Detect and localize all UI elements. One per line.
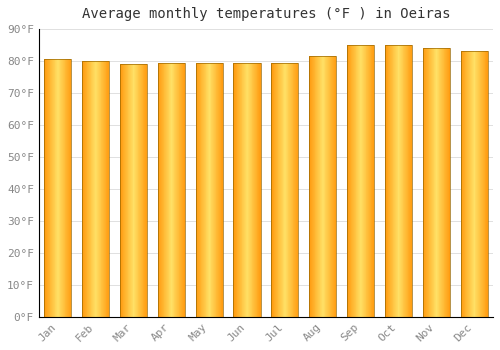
Title: Average monthly temperatures (°F ) in Oeiras: Average monthly temperatures (°F ) in Oe…: [82, 7, 450, 21]
Bar: [120, 64, 147, 317]
Bar: [158, 63, 185, 317]
Bar: [309, 56, 336, 317]
Bar: [234, 63, 260, 317]
Bar: [44, 60, 72, 317]
Bar: [422, 48, 450, 317]
Bar: [347, 45, 374, 317]
Bar: [82, 61, 109, 317]
Bar: [460, 51, 488, 317]
Bar: [271, 63, 298, 317]
Bar: [196, 63, 223, 317]
Bar: [385, 45, 412, 317]
